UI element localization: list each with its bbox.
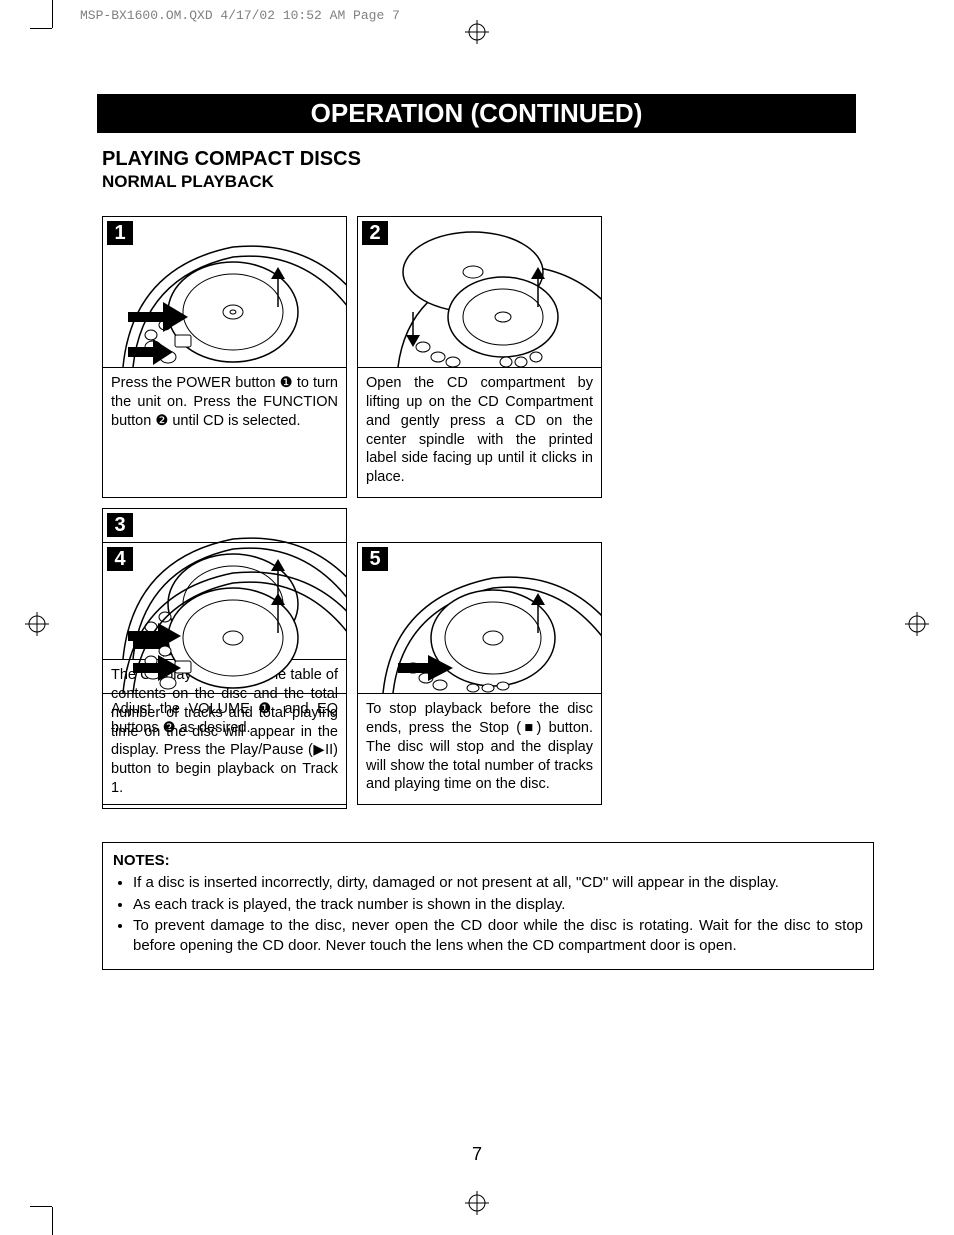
step-4-illustration: 4	[103, 543, 346, 694]
step-4: 4 Adjust the VO	[102, 542, 347, 805]
step-2-illustration: 2	[358, 217, 601, 368]
step-4-text: Adjust the VOLUME ❶ and EQ buttons ❷ as …	[103, 694, 346, 748]
registration-mark-icon	[25, 612, 49, 636]
crop-mark-icon	[30, 1206, 52, 1207]
step-5-text: To stop playback before the disc ends, p…	[358, 694, 601, 804]
registration-mark-icon	[905, 612, 929, 636]
note-item: To prevent damage to the disc, never ope…	[133, 916, 863, 957]
step-1: 1 Pr	[102, 216, 347, 498]
notes-title: NOTES:	[113, 851, 863, 871]
crop-mark-icon	[30, 28, 52, 29]
steps-row-2: 4 Adjust the VO	[102, 542, 856, 805]
cd-player-icon	[103, 543, 346, 693]
page: MSP-BX1600.OM.QXD 4/17/02 10:52 AM Page …	[0, 0, 954, 1235]
step-2: 2	[357, 216, 602, 498]
step-1-text: Press the POWER button ❶ to turn the uni…	[103, 368, 346, 441]
step-5-illustration: 5	[358, 543, 601, 694]
notes-list: If a disc is inserted incorrectly, dirty…	[113, 873, 863, 956]
print-header: MSP-BX1600.OM.QXD 4/17/02 10:52 AM Page …	[80, 8, 400, 23]
cd-player-icon	[103, 217, 346, 367]
section-title: PLAYING COMPACT DISCS	[102, 148, 361, 171]
step-1-illustration: 1	[103, 217, 346, 368]
cd-player-open-icon	[358, 217, 601, 367]
registration-mark-icon	[465, 1191, 489, 1215]
step-number: 3	[107, 513, 133, 537]
sub-title: NORMAL PLAYBACK	[102, 172, 274, 192]
crop-mark-icon	[52, 0, 53, 28]
page-number: 7	[0, 1144, 954, 1165]
note-item: As each track is played, the track numbe…	[133, 895, 863, 915]
step-number: 1	[107, 221, 133, 245]
step-number: 4	[107, 547, 133, 571]
step-2-text: Open the CD compartment by lifting up on…	[358, 368, 601, 497]
note-item: If a disc is inserted incorrectly, dirty…	[133, 873, 863, 893]
cd-player-icon	[358, 543, 601, 693]
step-5: 5 To stop playb	[357, 542, 602, 805]
registration-mark-icon	[465, 20, 489, 44]
step-number: 2	[362, 221, 388, 245]
step-number: 5	[362, 547, 388, 571]
crop-mark-icon	[52, 1207, 53, 1235]
notes-box: NOTES: If a disc is inserted incorrectly…	[102, 842, 874, 970]
title-bar: OPERATION (CONTINUED)	[97, 94, 856, 133]
